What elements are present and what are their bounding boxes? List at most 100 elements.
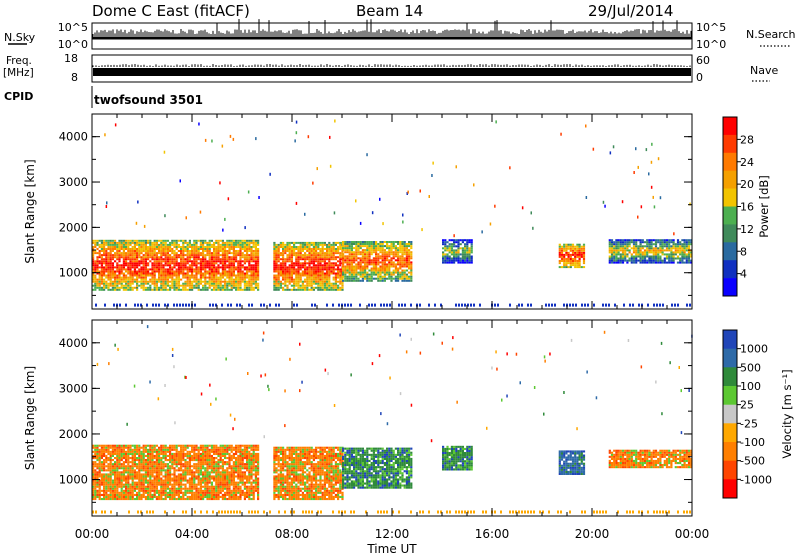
power-scatter-point: [455, 165, 457, 169]
power-echo-cell: [125, 288, 128, 291]
power-echo-cell: [206, 282, 209, 285]
power-echo-cell: [275, 248, 278, 250]
power-echo-cell: [364, 251, 367, 254]
power-echo-cell: [273, 284, 276, 287]
velocity-echo-cell: [149, 487, 152, 490]
velocity-echo-cell: [131, 448, 134, 451]
power-echo-cell: [405, 245, 408, 248]
power-echo-cell: [288, 260, 291, 263]
power-echo-cell: [160, 266, 163, 269]
power-echo-cell: [140, 280, 143, 283]
power-echo-cell: [213, 286, 216, 289]
power-echo-cell: [138, 256, 141, 259]
power-echo-cell: [243, 286, 246, 289]
power-echo-cell: [142, 268, 145, 271]
power-echo-cell: [221, 250, 224, 252]
power-echo-cell: [339, 270, 342, 273]
power-ground-scatter: [527, 303, 529, 307]
power-echo-cell: [191, 280, 194, 283]
velocity-echo-cell: [171, 473, 174, 476]
velocity-echo-cell: [127, 469, 130, 472]
power-echo-cell: [138, 274, 141, 277]
velocity-echo-cell: [151, 479, 154, 482]
velocity-echo-cell: [131, 479, 134, 482]
power-echo-cell: [383, 263, 386, 266]
power-echo-cell: [235, 252, 238, 255]
power-echo-cell: [306, 284, 309, 287]
power-echo-cell: [392, 243, 395, 245]
power-echo-cell: [359, 269, 362, 272]
power-echo-cell: [615, 251, 618, 254]
velocity-echo-cell: [142, 493, 145, 496]
velocity-echo-cell: [140, 483, 143, 486]
power-echo-cell: [182, 276, 185, 279]
power-echo-cell: [288, 274, 291, 277]
power-echo-cell: [169, 248, 172, 250]
power-echo-cell: [273, 248, 276, 250]
power-echo-cell: [199, 239, 202, 242]
velocity-echo-cell: [188, 463, 191, 466]
velocity-echo-cell: [191, 485, 194, 488]
power-echo-cell: [342, 247, 345, 250]
power-echo-cell: [290, 254, 293, 257]
power-echo-cell: [366, 261, 369, 264]
power-echo-cell: [257, 268, 260, 271]
power-scatter-point: [585, 196, 588, 199]
power-echo-cell: [574, 258, 577, 260]
power-echo-cell: [279, 274, 282, 277]
power-echo-cell: [138, 239, 141, 242]
power-echo-cell: [330, 252, 333, 255]
power-echo-cell: [164, 278, 167, 281]
power-echo-cell: [571, 247, 575, 250]
power-scatter-point: [428, 195, 430, 198]
power-echo-cell: [355, 241, 358, 243]
power-echo-cell: [257, 272, 260, 275]
power-echo-cell: [235, 276, 238, 279]
power-echo-cell: [613, 257, 616, 260]
power-echo-cell: [186, 272, 189, 275]
power-echo-cell: [457, 261, 460, 264]
power-echo-cell: [182, 262, 185, 265]
power-echo-cell: [221, 246, 224, 248]
power-echo-cell: [301, 241, 304, 244]
power-echo-cell: [122, 272, 125, 275]
power-echo-cell: [257, 248, 260, 250]
power-echo-cell: [334, 280, 337, 283]
power-echo-cell: [353, 279, 356, 282]
power-echo-cell: [357, 249, 360, 252]
velocity-echo-cell: [173, 483, 176, 486]
power-echo-cell: [359, 243, 362, 245]
power-echo-cell: [92, 256, 95, 259]
power-echo-cell: [193, 268, 196, 271]
power-echo-cell: [648, 251, 651, 254]
velocity-echo-cell: [118, 471, 121, 474]
power-echo-cell: [219, 272, 222, 275]
power-echo-cell: [215, 270, 218, 273]
power-echo-cell: [193, 254, 196, 257]
power-echo-cell: [676, 239, 680, 242]
velocity-echo-cell: [180, 485, 183, 488]
power-echo-cell: [632, 243, 636, 246]
power-echo-cell: [654, 243, 658, 246]
velocity-echo-cell: [100, 457, 103, 460]
power-echo-cell: [131, 256, 134, 259]
power-echo-cell: [204, 254, 207, 257]
power-echo-cell: [206, 270, 209, 273]
velocity-echo-cell: [177, 452, 180, 455]
power-echo-cell: [632, 239, 636, 242]
power-echo-cell: [250, 254, 253, 257]
velocity-echo-cell: [153, 491, 156, 494]
power-echo-cell: [659, 239, 662, 242]
velocity-echo-cell: [169, 461, 172, 464]
velocity-echo-cell: [96, 467, 99, 470]
power-echo-cell: [446, 247, 449, 250]
power-echo-cell: [637, 253, 640, 256]
power-echo-cell: [180, 288, 183, 291]
power-echo-cell: [357, 265, 360, 268]
power-echo-cell: [621, 239, 625, 242]
nave-tick-top: 60: [696, 54, 710, 67]
power-echo-cell: [683, 241, 686, 244]
power-echo-cell: [310, 262, 313, 265]
power-echo-cell: [315, 268, 318, 271]
power-echo-cell: [197, 262, 200, 265]
